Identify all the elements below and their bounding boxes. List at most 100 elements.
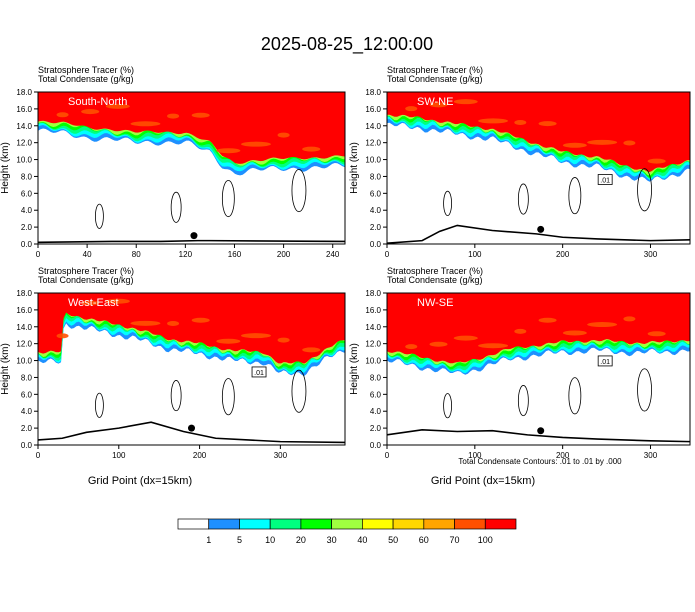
y-tick-label: 12.0 [365, 139, 381, 148]
colorbar-swatch [484, 518, 517, 530]
tracer-streak [514, 120, 527, 126]
x-tick-label: 300 [644, 451, 658, 460]
tracer-streak [453, 335, 478, 341]
y-tick-label: 0.0 [370, 240, 382, 249]
x-tick-label: 100 [468, 250, 482, 259]
y-tick-label: 8.0 [21, 172, 33, 181]
y-tick-label: 4.0 [21, 206, 33, 215]
tracer-streak [478, 343, 509, 349]
y-tick-label: 4.0 [21, 407, 33, 416]
colorbar-label: 1 [206, 535, 211, 545]
location-marker [537, 427, 545, 435]
tracer-streak [623, 316, 636, 322]
plot-area: .01 [387, 92, 690, 244]
colorbar-swatch [423, 518, 455, 530]
y-tick-label: 8.0 [21, 373, 33, 382]
y-tick-label: 10.0 [16, 357, 32, 366]
y-tick-label: 8.0 [370, 373, 382, 382]
field-label-tracer: Stratosphere Tracer (%) [387, 65, 483, 75]
tracer-streak [191, 112, 210, 118]
plot-frame [37, 292, 346, 446]
y-axis-title: Height (km) [0, 142, 11, 194]
colorbar-swatch [392, 518, 425, 530]
y-tick-label: 18.0 [16, 88, 32, 97]
condensate-contour [170, 191, 182, 223]
y-tick-label: 14.0 [365, 122, 381, 131]
colorbar-swatch [362, 518, 394, 530]
x-axis-title-left: Grid Point (dx=15km) [88, 475, 192, 487]
condensate-contour [517, 385, 529, 417]
tracer-streak [562, 330, 587, 336]
condensate-contour [517, 183, 529, 215]
y-tick-label: 0.0 [370, 441, 382, 450]
tracer-streak [587, 322, 618, 328]
y-tick-label: 2.0 [21, 424, 33, 433]
location-marker [188, 424, 195, 432]
tracer-streak [167, 113, 180, 119]
plot-frame [386, 91, 691, 245]
tracer-streak [167, 320, 180, 326]
tracer-band-5 [38, 92, 345, 164]
panels-group: Stratosphere Tracer (%)Total Condensate … [0, 65, 691, 460]
colorbar-swatch [177, 518, 210, 530]
tracer-band-5 [387, 293, 690, 364]
colorbar-label: 20 [296, 535, 306, 545]
y-tick-label: 14.0 [365, 323, 381, 332]
colorbar-label: 50 [388, 535, 398, 545]
y-tick-label: 0.0 [21, 441, 33, 450]
colorbar-label: 5 [237, 535, 242, 545]
terrain-line [38, 421, 345, 444]
colorbar-swatch [239, 518, 271, 530]
y-tick-label: 4.0 [370, 407, 382, 416]
tracer-streak [302, 347, 321, 353]
colorbar-label: 70 [450, 535, 460, 545]
y-axis-title: Height (km) [349, 343, 360, 395]
x-tick-label: 240 [326, 250, 340, 259]
x-tick-label: 0 [385, 451, 390, 460]
tracer-streak [277, 132, 290, 138]
tracer-streak [191, 317, 210, 323]
colorbar-swatch [454, 518, 486, 530]
plot-frame [386, 292, 691, 446]
y-tick-label: 10.0 [365, 156, 381, 165]
tracer-streak [240, 333, 271, 339]
y-tick-label: 16.0 [16, 105, 32, 114]
tracer-streak [405, 106, 418, 112]
panel-title: West-East [68, 297, 119, 309]
tracer-streak [647, 331, 666, 337]
location-marker [190, 232, 198, 240]
y-tick-label: 6.0 [370, 390, 382, 399]
colorbar-label: 10 [265, 535, 275, 545]
condensate-contour [291, 369, 307, 413]
terrain-line [38, 239, 345, 244]
tracer-streak [216, 148, 241, 154]
tracer-band-5 [387, 92, 690, 173]
colorbar-swatch [269, 518, 302, 530]
field-label-tracer: Stratosphere Tracer (%) [387, 266, 483, 276]
x-tick-label: 40 [83, 250, 92, 259]
field-label-tracer: Stratosphere Tracer (%) [38, 65, 134, 75]
panel-west-east: Stratosphere Tracer (%)Total Condensate … [0, 266, 346, 460]
y-tick-label: 14.0 [16, 323, 32, 332]
tracer-streak [81, 300, 100, 306]
plot-area: .01 [387, 293, 690, 445]
panel-south-north: Stratosphere Tracer (%)Total Condensate … [0, 65, 346, 259]
y-tick-label: 18.0 [16, 289, 32, 298]
y-tick-label: 0.0 [21, 240, 33, 249]
x-tick-label: 80 [132, 250, 141, 259]
tracer-streak [81, 109, 100, 115]
tracer-streak [429, 102, 448, 108]
tracer-streak [538, 121, 557, 127]
tracer-streak [587, 139, 618, 145]
tracer-streak [453, 99, 478, 105]
contour-label-box [597, 174, 613, 185]
condensate-contour [568, 177, 582, 215]
contour-label: .01 [600, 359, 610, 366]
tracer-streak [623, 140, 636, 146]
tracer-streak [105, 103, 130, 109]
contour-label-box [251, 366, 267, 378]
condensate-contour [170, 380, 182, 412]
condensate-contour [637, 368, 652, 412]
y-tick-label: 16.0 [365, 105, 381, 114]
x-tick-label: 0 [36, 250, 41, 259]
